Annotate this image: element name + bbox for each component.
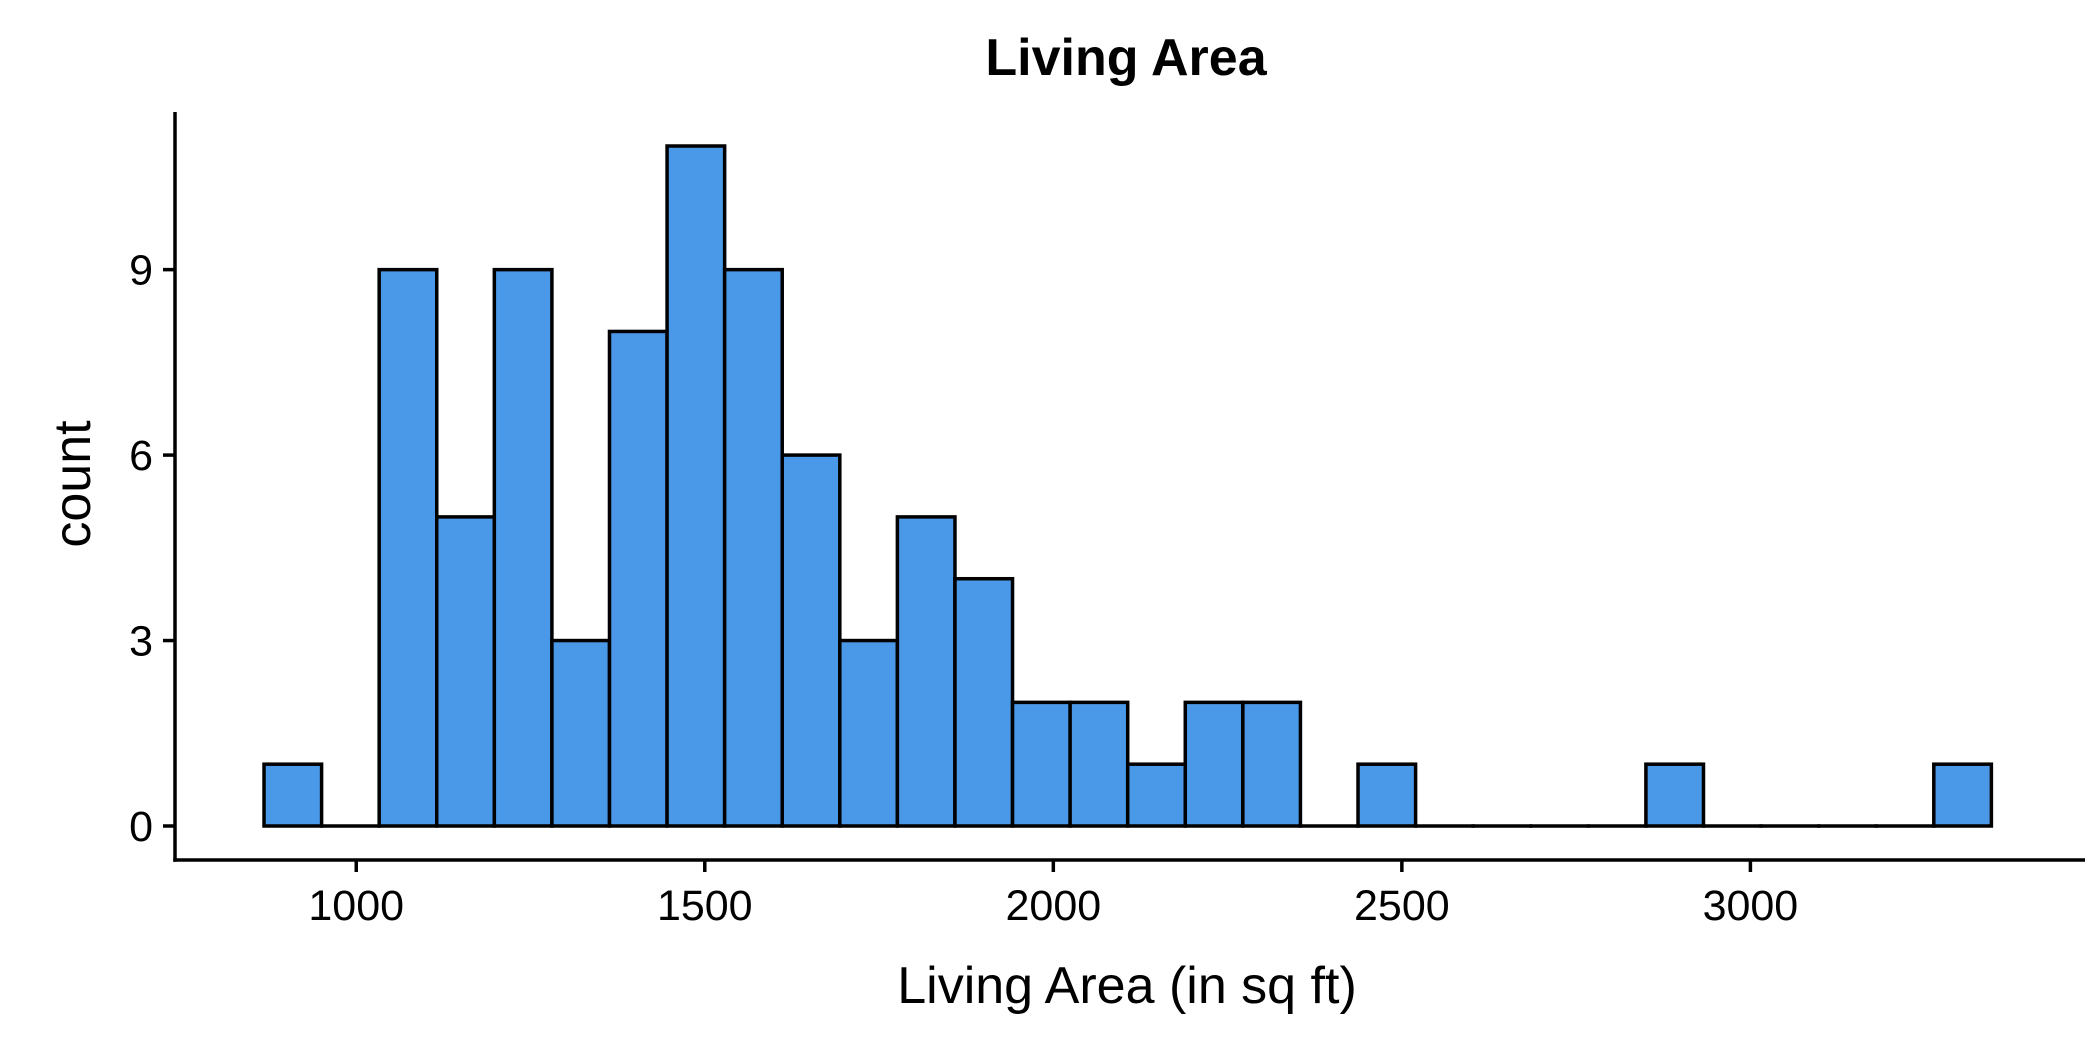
y-axis-ticks: 0 3 6 9 (129, 247, 175, 851)
x-tick-label: 1000 (308, 882, 404, 930)
histogram-bar (1010, 700, 1072, 828)
x-tick-label: 2000 (1005, 882, 1101, 930)
histogram-bar (665, 144, 727, 828)
x-tick-label: 3000 (1703, 882, 1799, 930)
histogram-bar (895, 515, 957, 828)
histogram-bar (838, 638, 900, 828)
histogram-bars (262, 144, 1994, 828)
histogram-bar (953, 576, 1015, 828)
x-axis-ticks: 1000 1500 2000 2500 3000 (308, 860, 1798, 930)
histogram-bar (1356, 762, 1418, 828)
histogram-bar (1241, 700, 1303, 828)
x-tick-label: 2500 (1354, 882, 1450, 930)
y-tick-label: 0 (129, 803, 153, 851)
histogram-bar (1183, 700, 1245, 828)
histogram-bar (780, 453, 842, 828)
histogram-bar (492, 267, 554, 828)
histogram-bar (550, 638, 612, 828)
y-tick-label: 9 (129, 247, 153, 295)
y-tick-label: 6 (129, 432, 153, 480)
chart-title: Living Area (985, 29, 1267, 87)
histogram-bar (1932, 762, 1994, 828)
histogram-bar (435, 515, 497, 828)
histogram-bar (1644, 762, 1706, 828)
y-axis-title: count (44, 420, 102, 548)
histogram-bar (607, 329, 669, 828)
histogram-bar (262, 762, 324, 828)
histogram-bar (1068, 700, 1130, 828)
x-axis-title: Living Area (in sq ft) (897, 957, 1357, 1015)
histogram-bar (722, 267, 784, 828)
histogram-bar (377, 267, 439, 828)
histogram-bar (1125, 762, 1188, 828)
y-tick-label: 3 (129, 618, 153, 666)
x-tick-label: 1500 (657, 882, 753, 930)
